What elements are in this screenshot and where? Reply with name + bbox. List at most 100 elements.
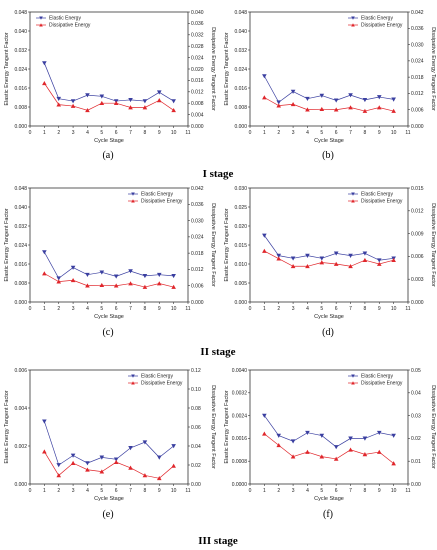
elastic-series-line [264,235,394,261]
charts-layer: 0 1 2 3 4 5 6 7 8 9 10 110.0000.0080.0160.0240.0320… [4,10,436,502]
y-left-tick-label: 0.016 [14,86,27,92]
dissipative-point [128,465,133,470]
y-left-tick-label: 0.040 [234,29,247,35]
plot-frame [29,11,189,127]
x-tick-label: 4 [306,306,309,312]
x-tick-label: 10 [171,130,177,136]
elastic-point [42,250,47,255]
y-left-axis-title: Elastic Energy Tangent Factor [4,32,10,105]
y-left-tick-label: 0.006 [14,368,27,374]
elastic-series-line [44,421,174,466]
x-tick-label: 5 [320,488,323,494]
y-right-tick-label: 0.004 [191,112,204,118]
dissipative-point [305,449,310,454]
elastic-point [128,98,133,103]
elastic-point [142,99,148,104]
elastic-series-line [44,62,174,102]
y-right-tick-label: 0.006 [411,108,424,114]
x-tick-label: 9 [378,488,381,494]
y-left-tick-label: 0.0040 [232,368,248,374]
y-left-tick-label: 0.0008 [232,459,248,465]
y-left-tick-label: 0.016 [234,86,247,92]
y-left-axis-title: Elastic Energy Tangent Factor [224,208,230,281]
panel-label: (a) [102,150,113,161]
x-tick-label: 8 [144,488,147,494]
x-tick-label: 1 [263,130,266,136]
y-left-tick-label: 0.020 [234,224,247,230]
elastic-point [156,455,162,460]
y-left-tick-label: 0.0016 [232,436,248,442]
elastic-point [85,461,90,466]
y-right-tick-label: 0.08 [191,406,201,412]
x-tick-label: 11 [405,306,410,312]
dissipative-point [333,456,339,461]
x-axis-title: Cycle Stage [314,138,344,144]
dissipative-point [348,105,353,110]
y-right-tick-label: 0.10 [191,387,201,393]
dissipative-point [99,282,105,288]
plot-frame [249,369,409,485]
elastic-point [290,256,296,261]
x-tick-label: 9 [158,130,161,136]
x-tick-label: 5 [320,306,323,312]
x-tick-label: 6 [115,488,118,494]
y-left-tick-label: 0.008 [14,105,27,111]
elastic-point [376,95,382,100]
y-right-tick-label: 0.042 [191,186,204,192]
dissipative-point [70,103,76,108]
x-tick-label: 8 [144,130,147,136]
elastic-point [391,97,396,102]
y-right-tick-label: 0.030 [411,42,424,48]
y-left-tick-label: 0.040 [14,29,27,35]
legend-marker [351,23,355,27]
y-left-tick-label: 0.024 [14,243,27,249]
y-left-tick-label: 0.000 [14,300,27,306]
dissipative-point [333,107,339,112]
dissipative-point [319,106,325,112]
elastic-point [362,98,368,103]
elastic-point [333,251,339,256]
y-left-tick-label: 0.008 [234,105,247,111]
legend-marker [39,23,43,27]
legend-marker [351,381,355,385]
legend-marker [351,16,355,20]
x-tick-label: 3 [292,488,295,494]
x-axis-title: Cycle Stage [94,138,124,144]
y-right-tick-label: 0.00 [411,482,421,488]
dissipative-point [42,80,47,86]
y-right-tick-label: 0.000 [411,124,424,130]
dissipative-point [376,105,382,110]
y-right-tick-label: 0.006 [411,254,424,260]
elastic-point [348,436,353,441]
dissipative-point [276,256,282,261]
legend-label: Elastic Energy [361,16,393,22]
elastic-point [333,98,339,103]
elastic-point [171,444,176,449]
dissipative-series-line [44,83,174,111]
dissipative-point [113,459,119,464]
dissipative-point [348,447,353,452]
x-tick-label: 8 [364,130,367,136]
dissipative-point [56,102,62,107]
chart-panel-6: 0 1 2 3 4 5 6 7 8 9 10 11 0.0000 0.0008 0.0016 0.0024 0.… [224,368,436,502]
x-tick-label: 9 [158,306,161,312]
elastic-point [319,433,325,438]
legend-label: Dissipative Energy [361,23,403,29]
legend-label: Elastic Energy [49,16,81,22]
y-left-tick-label: 0.032 [14,224,27,230]
dissipative-point [85,467,90,472]
elastic-point [376,430,382,435]
x-tick-label: 4 [86,306,89,312]
legend-marker [351,192,355,196]
x-tick-label: 10 [171,488,177,494]
elastic-point [362,251,368,256]
y-right-tick-label: 0.018 [191,251,204,257]
x-tick-label: 2 [57,306,60,312]
x-tick-label: 7 [349,130,352,136]
dissipative-series-line [44,273,174,288]
dissipative-point [42,449,47,454]
legend-label: Dissipative Energy [361,381,403,387]
stage-label: I stage [203,168,234,180]
